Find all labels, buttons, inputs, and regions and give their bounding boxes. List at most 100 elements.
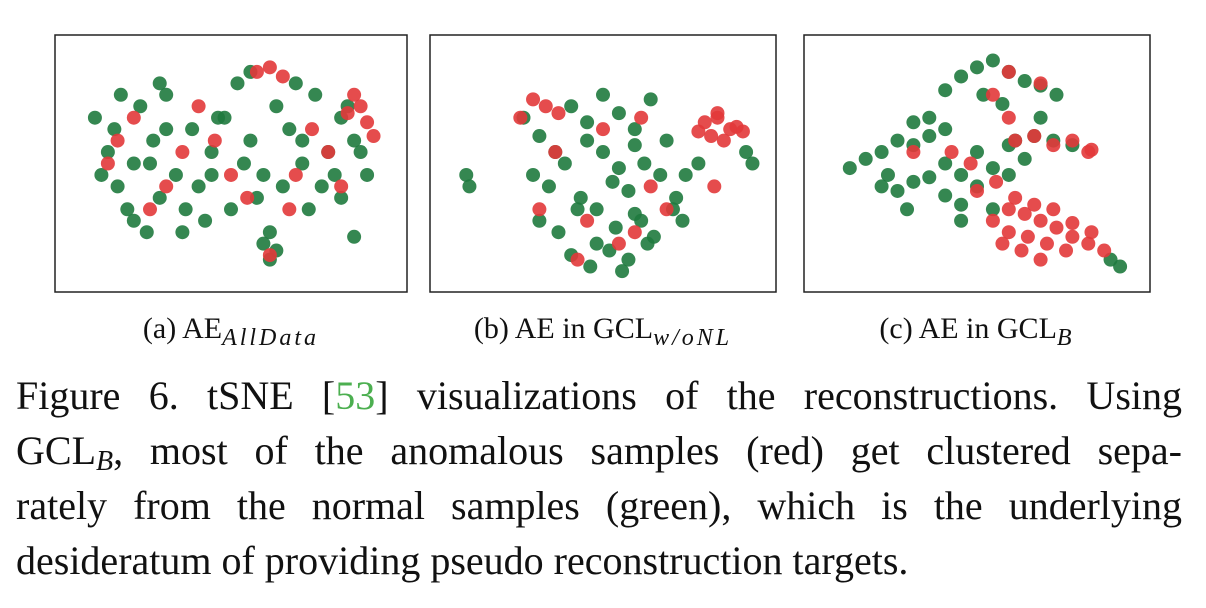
scatter-point (143, 156, 157, 171)
scatter-point (621, 183, 636, 198)
panel-caption: (c) AE in GCLB (879, 312, 1074, 351)
scatter-point (110, 133, 125, 148)
caption-main: (a) AE (143, 312, 222, 345)
scatter-point (295, 133, 310, 148)
scatter-point (532, 129, 547, 144)
scatter-point (282, 202, 297, 217)
scatter-point (204, 167, 219, 182)
scatter-point (1059, 243, 1074, 258)
scatter-point (1020, 229, 1035, 244)
caption-line: GCLB, most of the anomalous samples (red… (16, 423, 1182, 478)
scatter-point (611, 106, 626, 121)
scatter-point (643, 179, 658, 194)
scatter-point (659, 133, 674, 148)
scatter-point (100, 145, 115, 160)
scatter-point (526, 92, 541, 107)
scatter-point (107, 122, 122, 137)
scatter-point (1049, 220, 1064, 235)
scatter-point (1008, 133, 1023, 148)
scatter-point (207, 133, 222, 148)
scatter-point (985, 161, 1000, 176)
scatter-point (159, 87, 174, 102)
scatter-point (360, 167, 375, 182)
scatter-point (1017, 206, 1032, 221)
scatter-point (716, 133, 731, 148)
scatter-point (275, 69, 290, 84)
scatter-point (113, 87, 128, 102)
scatter-point (922, 110, 937, 125)
scatter-point (890, 183, 905, 198)
scatter-point (995, 236, 1010, 251)
scatter-point (100, 156, 115, 171)
scatter-point (541, 179, 556, 194)
scatter-point (704, 129, 719, 144)
scatter-point (282, 122, 297, 137)
caption-text: Figure 6. tSNE [ (16, 373, 336, 418)
scatter-point (532, 202, 547, 217)
scatter-point (143, 202, 157, 217)
scatter-point (634, 213, 649, 228)
scatter-point (243, 133, 258, 148)
scatter-point (249, 64, 264, 79)
scatter-point (985, 87, 1000, 102)
scatter-point (1001, 64, 1016, 79)
caption-subscript: w/oNL (653, 325, 732, 351)
scatter-point (175, 145, 190, 160)
scatter-point (596, 87, 610, 102)
scatter-point (643, 92, 658, 107)
scatter-point (615, 264, 630, 279)
scatter-point (985, 202, 1000, 217)
scatter-point (922, 129, 937, 144)
scatter-point (675, 213, 690, 228)
citation-link[interactable]: 53 (335, 373, 376, 418)
scatter-point (573, 190, 588, 205)
scatter-point (1033, 76, 1048, 91)
scatter-point (321, 145, 336, 160)
scatter-point (970, 60, 984, 75)
scatter-point (262, 248, 277, 263)
scatter-point (133, 99, 148, 114)
scatter-point (890, 133, 905, 148)
scatter-point (353, 99, 368, 114)
scatter-point (1017, 151, 1032, 166)
scatter-point (989, 174, 1004, 189)
scatter-point (126, 110, 141, 125)
scatter-point (1113, 259, 1128, 274)
scatter-point (564, 99, 579, 114)
plot-frame (803, 34, 1151, 293)
scatter-point (175, 225, 190, 240)
scatter-point (678, 167, 693, 182)
scatter-point (1017, 74, 1032, 89)
caption-text: , most of the anomalous samples (red) ge… (113, 428, 1182, 473)
scatter-point (1097, 243, 1112, 258)
scatter-point (120, 202, 135, 217)
scatter-point (513, 110, 528, 125)
scatter-point (938, 156, 953, 171)
scatter-point (126, 156, 141, 171)
caption-main: (b) AE in GCL (474, 312, 653, 345)
scatter-point (580, 115, 595, 130)
scatter-point (347, 133, 362, 148)
scatter-point (353, 145, 368, 160)
scatter-point (1039, 236, 1054, 251)
scatter-point (360, 115, 375, 130)
scatter-point (236, 156, 251, 171)
scatter-point (1046, 138, 1061, 153)
scatter-point (551, 106, 566, 121)
scatter-point (110, 179, 125, 194)
scatter-point (1065, 229, 1080, 244)
scatter-point (608, 220, 623, 235)
scatter-point (938, 122, 953, 137)
caption-main: (c) AE in GCL (879, 312, 1056, 345)
scatter-point (842, 161, 857, 176)
scatter-point (288, 76, 303, 91)
scatter-point (954, 167, 969, 182)
scatter-point (570, 202, 585, 217)
scatter-point (580, 133, 595, 148)
scatter-point (938, 83, 953, 98)
scatter-point (1027, 197, 1042, 212)
scatter-point (178, 202, 193, 217)
scatter-point (691, 156, 706, 171)
scatter-point (729, 119, 744, 134)
scatter-point (880, 167, 895, 182)
